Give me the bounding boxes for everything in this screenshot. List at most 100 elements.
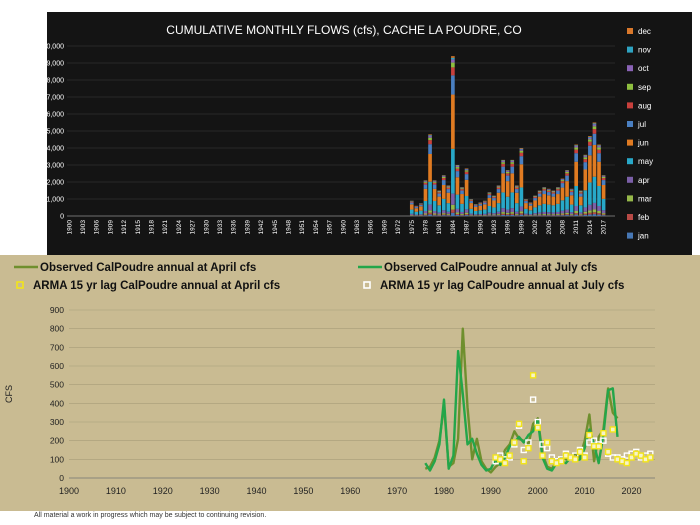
bar-segment-jan	[437, 215, 442, 216]
legend-swatch	[627, 158, 633, 165]
bar-segment-sep	[451, 62, 455, 68]
bar-segment-jul	[528, 204, 533, 206]
bar-segment-mar	[437, 214, 442, 215]
bar-segment-feb	[510, 213, 515, 215]
y-tick-label: 0	[59, 473, 64, 483]
x-tick-label: 1924	[176, 220, 183, 235]
bar-segment-jul	[464, 174, 469, 180]
bar-segment-feb	[565, 214, 569, 216]
bar-segment-may	[469, 208, 473, 214]
bar-segment-aug	[569, 190, 574, 193]
data-point-arma-april	[501, 459, 509, 467]
bar-segment-jan	[546, 215, 551, 216]
bar-segment-aug	[510, 163, 515, 167]
bar-segment-apr	[501, 208, 505, 213]
bar-segment-aug	[588, 141, 592, 146]
bar-segment-feb	[460, 214, 464, 216]
bar-segment-jan	[588, 214, 592, 216]
bar-segment-jul	[588, 145, 592, 156]
bar-segment-aug	[409, 201, 414, 203]
legend-swatch	[627, 232, 633, 239]
bar-segment-aug	[597, 149, 601, 154]
bar-segment-aug	[501, 163, 505, 167]
legend-label: jan	[637, 232, 649, 241]
bar-segment-apr	[551, 212, 556, 215]
bar-segment-may	[542, 203, 547, 212]
bar-segment-sep	[492, 196, 496, 198]
x-tick-label: 1940	[247, 486, 267, 496]
legend-swatch	[627, 176, 633, 183]
bar-segment-aug	[414, 206, 419, 208]
bar-segment-feb	[455, 213, 460, 215]
y-tick-label: 800	[50, 324, 64, 334]
bar-segment-nov	[428, 135, 432, 137]
x-tick-label: 1960	[340, 220, 347, 235]
bar-segment-mar	[601, 213, 606, 215]
chart-title: CUMULATIVE MONTHLY FLOWS (cfs), CACHE LA…	[166, 23, 521, 37]
bar-segment-aug	[423, 182, 428, 185]
bar-segment-may	[446, 203, 451, 212]
bar-segment-jan	[423, 215, 428, 216]
bar-segment-oct	[455, 166, 460, 168]
bar-segment-aug	[446, 187, 451, 190]
bar-segment-aug	[578, 192, 583, 194]
bar-segment-jul	[514, 189, 519, 193]
bar-segment-jun	[455, 177, 460, 195]
bar-segment-jul	[414, 207, 419, 209]
x-tick-label: 1981	[436, 220, 443, 235]
bar-segment-jul	[592, 133, 597, 145]
bar-segment-feb	[451, 209, 455, 213]
y-tick-label: 7,000	[47, 95, 64, 102]
bar-segment-jun	[601, 184, 606, 199]
bar-segment-apr	[569, 212, 574, 215]
bar-segment-jan	[505, 215, 510, 216]
bar-segment-oct	[588, 137, 592, 140]
bar-segment-may	[569, 204, 574, 213]
bar-segment-mar	[455, 212, 460, 214]
bar-segment-feb	[597, 213, 601, 215]
legend-label: Observed CalPoudre annual at July cfs	[384, 262, 597, 274]
x-tick-label: 1969	[381, 220, 388, 235]
bar-segment-oct	[460, 187, 464, 189]
bar-segment-feb	[556, 214, 560, 216]
bar-segment-mar	[578, 214, 583, 215]
bar-segment-jun	[460, 194, 464, 204]
bar-segment-nov	[574, 145, 579, 147]
legend-label: may	[638, 157, 653, 166]
bar-segment-sep	[578, 191, 583, 193]
bar-segment-aug	[583, 159, 588, 163]
bar-segment-sep	[533, 196, 537, 198]
bar-segment-jun	[546, 195, 551, 205]
bar-segment-jan	[446, 215, 451, 216]
bar-segment-jun	[409, 204, 414, 210]
bar-segment-aug	[428, 140, 432, 145]
bar-segment-oct	[551, 191, 556, 192]
data-point-arma-april	[623, 459, 631, 467]
bar-segment-sep	[556, 188, 560, 190]
bar-segment-jul	[578, 193, 583, 197]
y-tick-label: 600	[50, 361, 64, 371]
legend-label: sep	[638, 83, 651, 92]
bar-segment-dec	[583, 154, 588, 156]
footer-note: All material a work in progress which ma…	[34, 512, 267, 519]
bar-segment-jan	[583, 214, 588, 216]
bar-segment-feb	[519, 213, 524, 215]
x-tick-label: 1993	[491, 220, 498, 235]
bar-segment-mar	[569, 214, 574, 215]
bar-segment-apr	[588, 204, 592, 211]
bar-segment-may	[524, 208, 528, 214]
x-tick-label: 1930	[203, 220, 210, 235]
x-tick-label: 1945	[272, 220, 279, 235]
bar-segment-may	[455, 194, 460, 209]
bar-segment-oct	[546, 189, 551, 190]
bar-segment-apr	[560, 210, 565, 214]
bar-segment-jul	[574, 153, 579, 162]
bar-segment-apr	[492, 213, 496, 215]
bar-segment-jan	[578, 215, 583, 216]
bar-segment-sep	[514, 186, 519, 188]
bar-segment-aug	[496, 187, 501, 190]
bar-segment-aug	[551, 192, 556, 194]
bar-segment-may	[597, 186, 601, 207]
bar-segment-apr	[483, 213, 487, 215]
bar-segment-aug	[460, 189, 464, 191]
